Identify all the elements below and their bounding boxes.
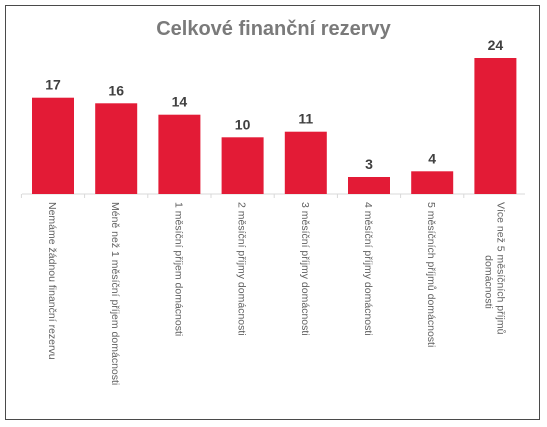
data-label: 11: [298, 111, 313, 127]
data-label: 4: [428, 150, 436, 166]
bar: [95, 103, 138, 194]
data-label: 3: [365, 156, 373, 172]
data-label: 24: [488, 37, 504, 53]
bar: [32, 97, 74, 194]
bar: [474, 58, 517, 194]
x-tick-label: 3 měsíční příjmy domácnosti: [299, 202, 311, 336]
x-tick-label-line: 4 měsíční příjmy domácnosti: [362, 202, 374, 336]
x-tick-label: 2 měsíční příjmy domácnosti: [236, 202, 248, 336]
x-tick-label-line: 5 měsíčních příjmů domácnosti: [425, 202, 437, 347]
x-tick-label: 5 měsíčních příjmů domácnosti: [425, 202, 437, 347]
x-tick-label: Nemáme žádnou finanční rezervu: [46, 202, 58, 360]
data-label: 14: [172, 94, 188, 110]
x-tick-label-line: 1 měsíční příjem domácnosti: [172, 202, 184, 336]
bar: [348, 177, 390, 194]
data-label: 17: [45, 77, 61, 93]
x-tick-label-line: 3 měsíční příjmy domácnosti: [299, 202, 311, 336]
x-tick-label-line: domácnosti: [482, 255, 494, 309]
x-tick-label: Méně než 1 měsíční příjem domácnosti: [109, 202, 121, 385]
x-tick-label-line: Více než 5 měsíčních příjmů: [494, 202, 506, 335]
x-tick-label-line: Nemáme žádnou finanční rezervu: [46, 202, 58, 360]
chart-frame: [5, 5, 540, 420]
chart-title: Celkové finanční rezervy: [156, 18, 391, 40]
x-tick-label-line: Méně než 1 měsíční příjem domácnosti: [109, 202, 121, 385]
bar: [284, 131, 327, 194]
x-tick-label-line: 2 měsíční příjmy domácnosti: [236, 202, 248, 336]
data-label: 16: [108, 82, 124, 98]
bar: [221, 137, 264, 194]
bar: [411, 171, 454, 194]
bar: [158, 114, 201, 194]
x-tick-label: 1 měsíční příjem domácnosti: [172, 202, 184, 336]
x-tick-label: 4 měsíční příjmy domácnosti: [362, 202, 374, 336]
data-label: 10: [235, 116, 251, 132]
